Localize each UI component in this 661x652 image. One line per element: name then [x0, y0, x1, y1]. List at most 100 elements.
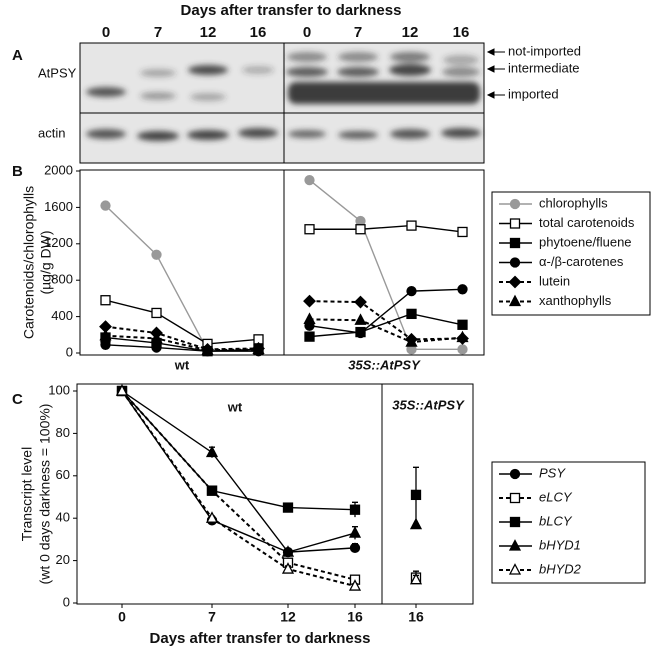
x-tick-label: 7 — [208, 609, 216, 625]
marker — [509, 198, 521, 210]
legend-label: xanthophylls — [539, 293, 612, 308]
y-tick-label: 60 — [56, 467, 70, 482]
lane-label: 7 — [154, 24, 162, 41]
marker — [457, 226, 468, 238]
series-line — [105, 325, 259, 351]
marker — [355, 224, 366, 235]
marker — [409, 517, 423, 530]
marker — [115, 384, 129, 396]
marker — [150, 331, 163, 344]
legend-label: lutein — [539, 273, 570, 288]
legend-label: α-/β-carotenes — [539, 254, 624, 269]
band-label: not-imported — [508, 43, 581, 58]
legend-label: bHYD1 — [539, 537, 581, 552]
marker — [410, 489, 422, 501]
legend-box — [491, 191, 651, 316]
marker — [303, 312, 316, 324]
panel-title: 35S::AtPSY — [392, 397, 465, 412]
y-tick-label: 2000 — [44, 162, 73, 177]
panel-title: wt — [174, 357, 190, 372]
series-line — [121, 390, 356, 511]
y-axis-label: (µg/g DW) — [38, 230, 54, 294]
marker — [509, 492, 521, 504]
marker — [304, 331, 315, 342]
plot-frame — [76, 383, 474, 605]
series-line — [105, 344, 259, 352]
marker — [457, 344, 468, 355]
marker — [348, 579, 362, 591]
series — [99, 312, 469, 355]
marker — [100, 295, 111, 306]
series-line — [309, 179, 463, 351]
marker — [281, 562, 295, 574]
row-label: AtPSY — [38, 65, 77, 80]
marker — [349, 504, 361, 515]
y-tick-label: 1200 — [44, 235, 73, 250]
y-tick-label: 0 — [66, 344, 73, 359]
marker — [151, 342, 162, 353]
y-axis-label: Transcript level — [19, 447, 35, 541]
marker — [349, 542, 361, 554]
y-tick-label: 0 — [63, 594, 70, 609]
marker — [100, 339, 111, 350]
lane-label: 12 — [200, 24, 217, 41]
series — [116, 385, 422, 523]
series-line — [309, 313, 463, 338]
y-axis-label: (wt 0 days darkness = 100%) — [37, 404, 53, 585]
marker — [509, 257, 521, 268]
series-line — [309, 288, 463, 334]
series-line — [309, 224, 463, 233]
marker — [205, 511, 219, 523]
marker — [508, 294, 522, 307]
lane-label: 0 — [102, 24, 110, 41]
y-tick-label: 20 — [56, 552, 70, 567]
x-axis-label: Days after transfer to darkness — [150, 630, 371, 647]
series-line — [105, 299, 259, 345]
panel-label: B — [12, 163, 23, 180]
legend-label: bLCY — [539, 513, 573, 528]
marker — [456, 330, 469, 343]
legend-label: total carotenoids — [539, 215, 635, 230]
y-tick-label: 40 — [56, 510, 70, 525]
legend-label: eLCY — [539, 489, 573, 504]
marker — [201, 343, 214, 355]
y-tick-label: 800 — [51, 272, 73, 287]
x-tick-label: 0 — [118, 609, 126, 625]
legend-label: bHYD2 — [539, 561, 582, 576]
lane-label: 0 — [303, 24, 311, 41]
marker — [354, 313, 367, 325]
x-tick-label: 16 — [347, 609, 363, 625]
series-line — [105, 334, 259, 352]
blot — [79, 42, 485, 164]
row-label: actin — [38, 125, 65, 140]
lane-label: 16 — [250, 24, 267, 41]
marker — [508, 539, 522, 551]
plot-frame — [79, 169, 485, 356]
panel-title: 35S::AtPSY — [348, 357, 421, 372]
marker — [509, 468, 521, 480]
lane-label: 16 — [453, 24, 470, 41]
band-arrows — [486, 48, 505, 99]
marker — [304, 224, 315, 235]
marker — [304, 174, 315, 186]
marker — [405, 335, 418, 347]
marker — [100, 200, 111, 211]
y-tick-label: 100 — [48, 382, 70, 397]
marker — [205, 445, 219, 458]
marker — [348, 526, 362, 538]
series — [115, 384, 423, 557]
x-tick-label: 16 — [408, 609, 424, 625]
series-line — [121, 390, 356, 588]
y-tick-label: 80 — [56, 425, 70, 440]
marker — [457, 284, 468, 295]
panel-title: wt — [227, 399, 243, 414]
marker — [354, 295, 367, 309]
lane-label: 12 — [402, 24, 419, 41]
marker — [409, 572, 423, 585]
series-line — [121, 390, 356, 553]
marker — [406, 308, 417, 320]
legend-label: chlorophylls — [539, 195, 608, 210]
marker — [206, 485, 218, 496]
marker — [509, 237, 521, 249]
